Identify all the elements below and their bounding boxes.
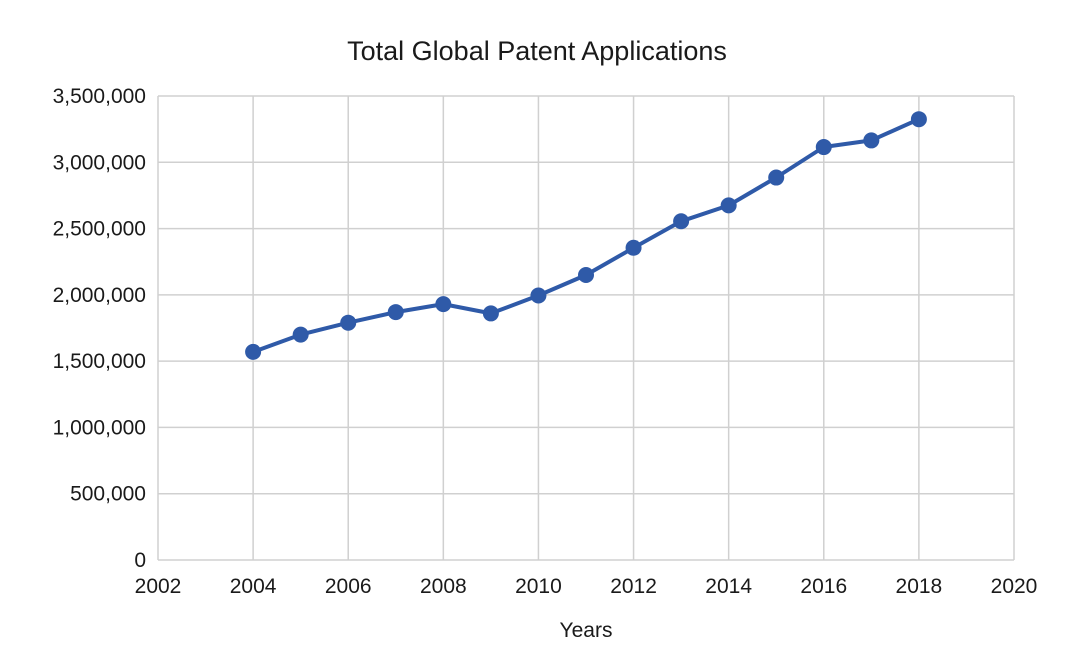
y-tick-label: 3,000,000 (53, 151, 146, 174)
data-point (245, 343, 262, 360)
y-tick-label: 1,000,000 (53, 416, 146, 439)
grid-layer (157, 95, 1015, 561)
data-point (340, 314, 357, 331)
data-point (435, 296, 452, 313)
data-point (625, 239, 642, 256)
y-tick-label: 2,500,000 (53, 218, 146, 241)
x-tick-label: 2016 (800, 575, 847, 598)
data-point (720, 197, 737, 214)
data-point (387, 304, 404, 321)
x-tick-label: 2018 (896, 575, 943, 598)
x-tick-label: 2010 (515, 575, 562, 598)
y-tick-label: 500,000 (70, 483, 146, 506)
data-point (673, 213, 690, 230)
data-point (578, 266, 594, 283)
series-layer (245, 111, 927, 360)
data-point (482, 305, 499, 322)
data-point (292, 326, 309, 343)
x-axis-title: Years (560, 619, 613, 642)
x-tick-label: 2002 (135, 575, 182, 598)
data-point (863, 132, 880, 149)
y-tick-label: 0 (134, 549, 146, 572)
x-tick-label: 2004 (230, 575, 277, 598)
data-point (530, 287, 547, 304)
x-tick-label: 2012 (610, 575, 657, 598)
x-tick-label: 2020 (991, 575, 1038, 598)
y-tick-label: 2,000,000 (53, 284, 146, 307)
data-point (768, 169, 785, 186)
y-tick-label: 3,500,000 (53, 85, 146, 108)
y-tick-label: 1,500,000 (53, 350, 146, 373)
axis-layer: 0 500,000 1,000,000 1,500,000 2,000,000 2,500… (53, 85, 1038, 598)
x-tick-label: 2008 (420, 575, 467, 598)
data-point (910, 111, 927, 128)
x-tick-label: 2014 (705, 575, 752, 598)
chart-title: Total Global Patent Applications (347, 36, 727, 66)
x-tick-label: 2006 (325, 575, 372, 598)
data-point (815, 139, 832, 156)
